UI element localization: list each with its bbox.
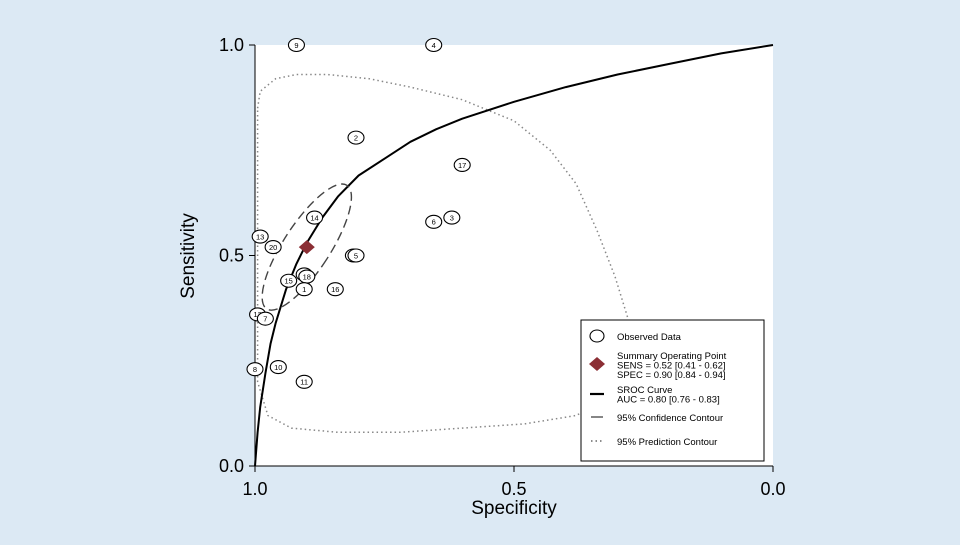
svg-text:18: 18	[303, 272, 311, 281]
svg-text:1.0: 1.0	[242, 479, 267, 499]
svg-text:Observed Data: Observed Data	[617, 332, 682, 343]
svg-text:16: 16	[331, 285, 339, 294]
x-axis-title: Specificity	[471, 498, 557, 519]
observed-point-2: 2	[347, 130, 365, 145]
svg-text:0.5: 0.5	[219, 246, 244, 266]
svg-text:14: 14	[310, 213, 318, 222]
observed-point-8: 8	[246, 362, 264, 377]
svg-text:15: 15	[284, 277, 292, 286]
svg-text:1.0: 1.0	[219, 35, 244, 55]
observed-point-5: 5	[347, 248, 365, 263]
legend-box	[580, 319, 765, 462]
observed-point-14: 14	[306, 210, 324, 225]
svg-text:0.0: 0.0	[760, 479, 785, 499]
observed-point-3: 3	[443, 210, 461, 225]
observed-point-10: 10	[269, 360, 287, 375]
svg-text:95% Confidence Contour: 95% Confidence Contour	[617, 413, 723, 424]
svg-text:3: 3	[450, 213, 454, 222]
observed-point-11: 11	[295, 374, 313, 389]
svg-text:SROC Curve: SROC Curve	[617, 385, 672, 396]
x-tick-0.5: 0.5	[501, 466, 527, 499]
legend-entry-observed: Observed Data	[589, 329, 682, 343]
svg-text:6: 6	[432, 218, 436, 227]
svg-text:5: 5	[354, 251, 358, 260]
observed-point-4: 4	[425, 37, 443, 53]
observed-point-20: 20	[264, 240, 282, 255]
svg-text:2: 2	[354, 133, 358, 142]
svg-text:8: 8	[253, 365, 257, 374]
observed-point-18: 18	[298, 269, 316, 284]
observed-point-9: 9	[287, 37, 305, 53]
legend-entry-confidence: 95% Confidence Contour	[591, 413, 723, 424]
y-tick-0.0: 0.0	[219, 456, 255, 476]
svg-text:13: 13	[256, 232, 264, 241]
confidence-contour	[261, 183, 353, 311]
y-tick-1.0: 1.0	[219, 35, 255, 55]
svg-text:Summary Operating Point: Summary Operating Point	[617, 351, 727, 362]
svg-text:17: 17	[458, 161, 466, 170]
observed-point-16: 16	[326, 282, 344, 297]
svg-text:10: 10	[274, 363, 282, 372]
svg-text:95% Prediction Contour: 95% Prediction Contour	[617, 437, 717, 448]
legend: Observed Data Summary Operating PointSENS…	[580, 319, 765, 462]
y-axis-title: Sensitivity	[178, 213, 199, 299]
x-tick-1.0: 1.0	[242, 466, 268, 499]
observed-points-layer: 942171436132025519181511612710811	[246, 37, 471, 389]
svg-text:7: 7	[263, 314, 267, 323]
svg-text:11: 11	[300, 378, 308, 387]
svg-text:12: 12	[253, 310, 261, 319]
x-tick-0.0: 0.0	[760, 466, 786, 499]
contours-layer	[254, 44, 774, 467]
observed-point-17: 17	[453, 157, 471, 173]
svg-text:SENS = 0.52 [0.41 - 0.62]: SENS = 0.52 [0.41 - 0.62]	[617, 361, 726, 372]
axis-ticks-layer: 1.0 0.5 0.0 0.0 0.5 1.0	[219, 35, 786, 499]
svg-text:0.5: 0.5	[501, 479, 526, 499]
observed-point-7: 7	[256, 311, 274, 326]
svg-text:20: 20	[269, 243, 277, 252]
observed-point-13: 13	[251, 229, 269, 244]
legend-entry-prediction: 95% Prediction Contour	[591, 437, 717, 448]
svg-text:1: 1	[302, 285, 306, 294]
svg-text:0.0: 0.0	[219, 456, 244, 476]
observed-point-6: 6	[425, 214, 443, 229]
svg-text:AUC = 0.80 [0.76 - 0.83]: AUC = 0.80 [0.76 - 0.83]	[617, 395, 720, 406]
observed-point-15: 15	[280, 273, 298, 288]
svg-text:9: 9	[294, 41, 298, 50]
y-tick-0.5: 0.5	[219, 246, 255, 266]
summary-operating-point	[298, 240, 315, 255]
svg-text:4: 4	[432, 41, 436, 50]
svg-text:SPEC = 0.90 [0.84 - 0.94]: SPEC = 0.90 [0.84 - 0.94]	[617, 370, 726, 381]
observed-point-1: 1	[295, 282, 313, 297]
